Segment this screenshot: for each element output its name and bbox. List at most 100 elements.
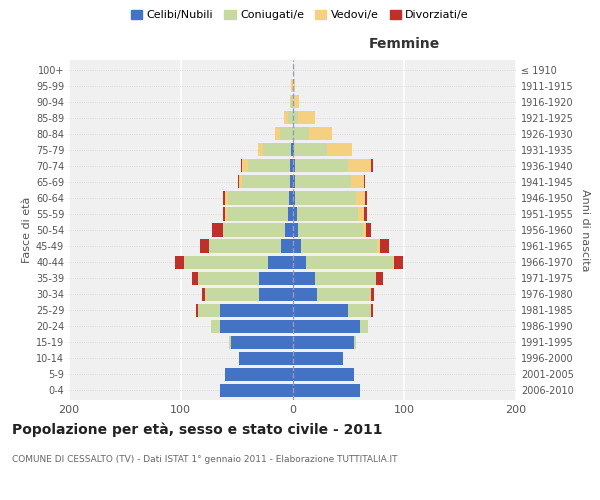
Bar <box>377 240 380 252</box>
Y-axis label: Anni di nascita: Anni di nascita <box>580 188 590 271</box>
Bar <box>242 176 290 188</box>
Bar <box>220 384 293 397</box>
Bar <box>293 336 354 349</box>
Bar <box>364 208 367 220</box>
Bar <box>288 208 293 220</box>
Text: Femmine: Femmine <box>368 38 440 52</box>
Bar <box>350 176 364 188</box>
Legend: Celibi/Nubili, Coniugati/e, Vedovi/e, Divorziati/e: Celibi/Nubili, Coniugati/e, Vedovi/e, Di… <box>127 6 473 25</box>
Text: Popolazione per età, sesso e stato civile - 2011: Popolazione per età, sesso e stato civil… <box>12 422 383 437</box>
Bar <box>212 224 223 236</box>
Bar <box>298 111 315 124</box>
Bar <box>315 272 376 284</box>
Bar <box>290 95 292 108</box>
Bar <box>293 304 349 317</box>
Bar <box>259 288 293 300</box>
Bar <box>242 160 248 172</box>
Bar <box>293 127 309 140</box>
Bar <box>293 192 295 204</box>
Bar <box>293 256 306 268</box>
Bar <box>175 256 184 268</box>
Bar <box>211 320 220 333</box>
Bar <box>295 160 349 172</box>
Bar <box>293 320 359 333</box>
Bar <box>231 336 293 349</box>
Bar <box>293 95 299 108</box>
Bar <box>292 79 293 92</box>
Bar <box>196 304 197 317</box>
Bar <box>226 208 227 220</box>
Bar <box>284 224 293 236</box>
Bar <box>227 208 288 220</box>
Bar <box>349 160 371 172</box>
Bar <box>394 256 403 268</box>
Bar <box>227 192 289 204</box>
Bar <box>241 160 242 172</box>
Bar <box>371 304 373 317</box>
Bar <box>280 127 293 140</box>
Bar <box>268 256 293 268</box>
Bar <box>229 336 231 349</box>
Bar <box>197 272 259 284</box>
Bar <box>202 288 205 300</box>
Bar <box>290 160 293 172</box>
Bar <box>293 176 295 188</box>
Bar <box>371 160 373 172</box>
Bar <box>293 288 317 300</box>
Bar <box>292 95 293 108</box>
Bar <box>220 304 293 317</box>
Bar <box>239 176 242 188</box>
Bar <box>223 192 226 204</box>
Bar <box>297 208 358 220</box>
Bar <box>258 143 263 156</box>
Bar <box>248 160 290 172</box>
Bar <box>239 352 293 365</box>
Bar <box>306 256 393 268</box>
Bar <box>364 176 365 188</box>
Bar <box>197 304 220 317</box>
Bar <box>281 240 293 252</box>
Bar <box>192 272 197 284</box>
Bar <box>301 240 377 252</box>
Bar <box>293 352 343 365</box>
Bar <box>309 127 332 140</box>
Bar <box>205 288 259 300</box>
Bar <box>259 272 293 284</box>
Bar <box>284 111 288 124</box>
Bar <box>293 79 295 92</box>
Bar <box>293 111 298 124</box>
Y-axis label: Fasce di età: Fasce di età <box>22 197 32 263</box>
Bar <box>184 256 268 268</box>
Bar <box>366 224 371 236</box>
Bar <box>354 336 356 349</box>
Bar <box>393 256 394 268</box>
Bar <box>290 176 293 188</box>
Bar <box>376 272 383 284</box>
Bar <box>317 288 371 300</box>
Bar <box>293 208 297 220</box>
Bar <box>200 240 209 252</box>
Bar <box>226 192 227 204</box>
Text: COMUNE DI CESSALTO (TV) - Dati ISTAT 1° gennaio 2011 - Elaborazione TUTTITALIA.I: COMUNE DI CESSALTO (TV) - Dati ISTAT 1° … <box>12 455 398 464</box>
Bar <box>288 111 293 124</box>
Bar <box>371 288 374 300</box>
Bar <box>356 192 365 204</box>
Bar <box>223 208 226 220</box>
Bar <box>359 320 368 333</box>
Bar <box>289 192 293 204</box>
Bar <box>226 368 293 381</box>
Bar <box>220 320 293 333</box>
Bar <box>358 208 364 220</box>
Bar <box>365 192 367 204</box>
Bar <box>209 240 281 252</box>
Bar <box>363 224 366 236</box>
Bar <box>349 304 371 317</box>
Bar <box>293 240 301 252</box>
Bar <box>275 127 280 140</box>
Bar <box>293 160 295 172</box>
Bar <box>223 224 284 236</box>
Bar <box>298 224 363 236</box>
Bar <box>293 143 327 156</box>
Bar <box>293 384 359 397</box>
Bar <box>238 176 239 188</box>
